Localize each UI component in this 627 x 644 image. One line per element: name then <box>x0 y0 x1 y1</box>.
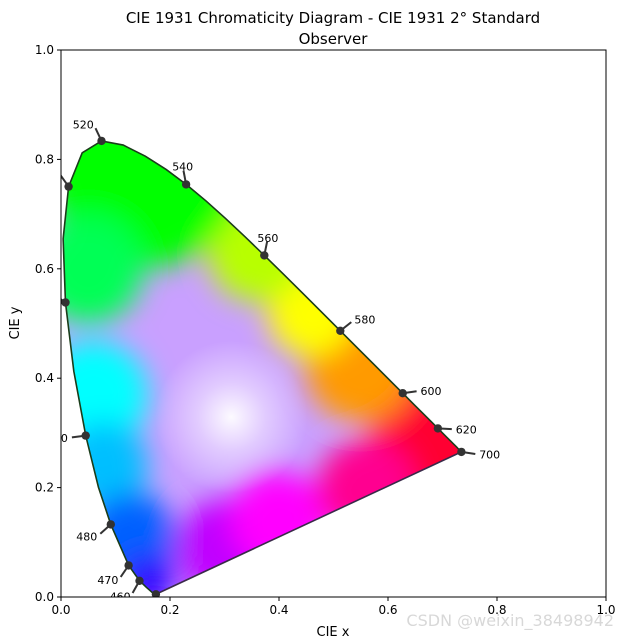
watermark-text: CSDN @weixin_38498942 <box>406 611 614 631</box>
wavelength-label-580: 580 <box>354 314 375 327</box>
wavelength-label-490: 490 <box>47 432 68 445</box>
wavelength-marker-600: 600 <box>398 385 442 398</box>
y-axis-label: CIE y <box>8 306 23 339</box>
marker-dot <box>457 447 466 457</box>
chart-title-line-2: Observer <box>299 30 369 48</box>
wavelength-label-460: 460 <box>110 590 131 603</box>
wavelength-marker-510: 510 <box>37 166 73 191</box>
wavelength-label-700: 700 <box>479 449 500 462</box>
wavelength-marker-540: 540 <box>172 161 193 189</box>
x-tick-label: 1.0 <box>596 603 615 617</box>
marker-dot <box>61 298 70 307</box>
y-tick-label: 0.6 <box>35 262 54 276</box>
marker-dot <box>336 326 345 335</box>
locus-end-point-0 <box>151 590 161 597</box>
fill-blob <box>63 214 143 324</box>
wavelength-marker-480: 480 <box>76 520 116 543</box>
x-axis-label: CIE x <box>317 625 350 639</box>
x-tick-label: 0.2 <box>160 603 179 617</box>
y-tick-label: 1.0 <box>35 43 54 57</box>
marker-dot <box>260 251 269 260</box>
wavelength-marker-490: 490 <box>47 431 90 445</box>
x-tick-label: 0.6 <box>378 603 397 617</box>
marker-dot <box>64 182 73 191</box>
wavelength-marker-620: 620 <box>433 423 477 436</box>
white-point-glow <box>155 340 308 494</box>
wavelength-label-520: 520 <box>73 119 94 132</box>
x-tick-label: 0.0 <box>51 603 70 617</box>
wavelength-label-480: 480 <box>76 530 97 543</box>
wavelength-label-540: 540 <box>172 161 193 174</box>
plot-frame <box>60 49 607 598</box>
line-of-purples <box>155 451 462 595</box>
y-tick-label: 0.2 <box>35 481 54 495</box>
marker-dot <box>81 431 90 440</box>
chart-title-line-1: CIE 1931 Chromaticity Diagram - CIE 1931… <box>126 9 540 27</box>
wavelength-marker-500: 500 <box>30 286 70 307</box>
wavelength-label-510: 510 <box>37 166 58 179</box>
marker-dot <box>433 424 443 433</box>
wavelength-label-620: 620 <box>456 423 477 436</box>
wavelength-marker-520: 520 <box>73 119 106 146</box>
marker-dot <box>181 180 191 189</box>
x-tick-label: 0.4 <box>269 603 288 617</box>
wavelength-label-560: 560 <box>257 232 278 245</box>
marker-dot <box>135 576 144 585</box>
marker-dot <box>124 561 133 570</box>
wavelength-marker-580: 580 <box>336 314 375 335</box>
marker-dot <box>398 389 407 398</box>
y-tick-label: 0.0 <box>35 590 54 604</box>
wavelength-label-500: 500 <box>30 286 51 299</box>
wavelength-marker-560: 560 <box>257 232 278 260</box>
x-tick-label: 0.8 <box>487 603 506 617</box>
wavelength-label-600: 600 <box>421 385 442 398</box>
marker-dot <box>106 520 116 529</box>
wavelength-marker-700: 700 <box>457 447 500 462</box>
marker-dot <box>97 136 106 146</box>
y-tick-label: 0.8 <box>35 152 54 166</box>
y-tick-label: 0.4 <box>35 371 54 385</box>
wavelength-marker-470: 470 <box>97 561 133 587</box>
wavelength-label-470: 470 <box>97 574 118 587</box>
axis-ticks: 0.0 0.2 0.4 0.6 0.8 1.0 0.0 0.2 0.4 0.6 0.8 1.0 <box>35 43 616 617</box>
wavelength-marker-460: 460 <box>110 576 144 603</box>
